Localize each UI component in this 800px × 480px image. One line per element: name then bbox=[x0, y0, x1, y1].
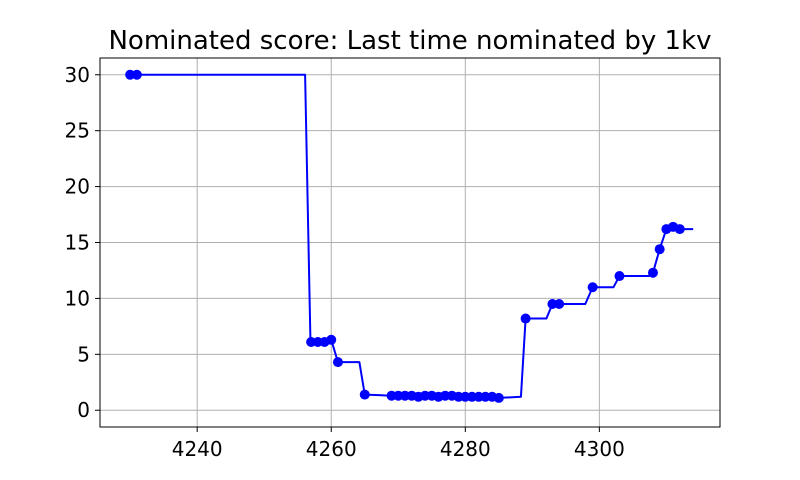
data-point bbox=[493, 392, 504, 403]
y-tick-label: 15 bbox=[65, 231, 90, 255]
data-point bbox=[614, 271, 625, 282]
y-tick-label: 30 bbox=[65, 63, 90, 87]
data-point bbox=[326, 334, 337, 345]
y-tick-label: 20 bbox=[65, 175, 90, 199]
data-point bbox=[332, 357, 343, 368]
data-point bbox=[654, 244, 665, 255]
data-point bbox=[587, 282, 598, 293]
axis-ticks: 4240 4260 4280 4300 0 5 10 15 20 25 30 bbox=[65, 63, 625, 461]
x-tick-label: 4280 bbox=[440, 437, 491, 461]
data-point bbox=[131, 69, 142, 80]
grid-lines bbox=[100, 58, 720, 427]
chart-title: Nominated score: Last time nominated by … bbox=[108, 26, 711, 56]
x-tick-label: 4240 bbox=[172, 437, 223, 461]
data-point bbox=[554, 299, 565, 309]
data-series bbox=[125, 69, 694, 403]
y-tick-label: 0 bbox=[77, 398, 90, 422]
data-point bbox=[359, 389, 370, 400]
y-tick-label: 5 bbox=[77, 342, 90, 366]
y-tick-label: 10 bbox=[65, 286, 90, 310]
data-point bbox=[674, 224, 685, 235]
y-tick-label: 25 bbox=[65, 119, 90, 143]
x-tick-label: 4260 bbox=[306, 437, 357, 461]
data-point bbox=[647, 267, 658, 278]
plot-frame bbox=[99, 57, 721, 428]
x-tick-label: 4300 bbox=[574, 437, 625, 461]
data-point bbox=[520, 313, 531, 324]
series-line bbox=[130, 73, 694, 399]
